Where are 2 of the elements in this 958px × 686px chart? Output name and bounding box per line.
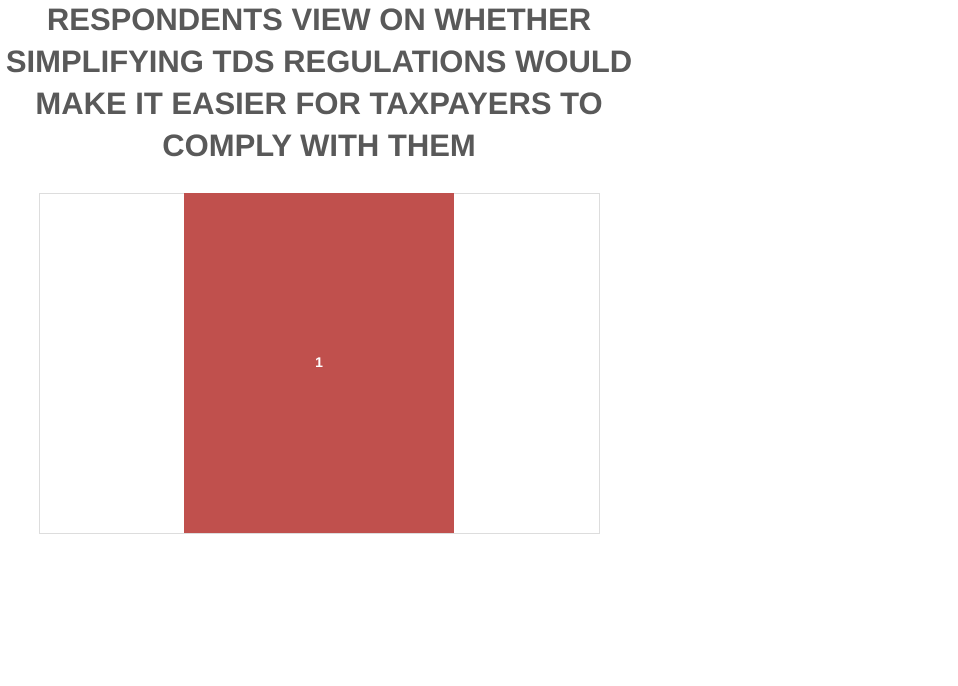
data-label: 1: [315, 354, 324, 370]
chart-title: RESPONDENTS VIEW ON WHETHER SIMPLIFYING TDS REGULATIONS WOULD MAKE IT EASIER FOR TAXPAYERS TO COMPLY WITH THEM: [6, 2, 632, 163]
